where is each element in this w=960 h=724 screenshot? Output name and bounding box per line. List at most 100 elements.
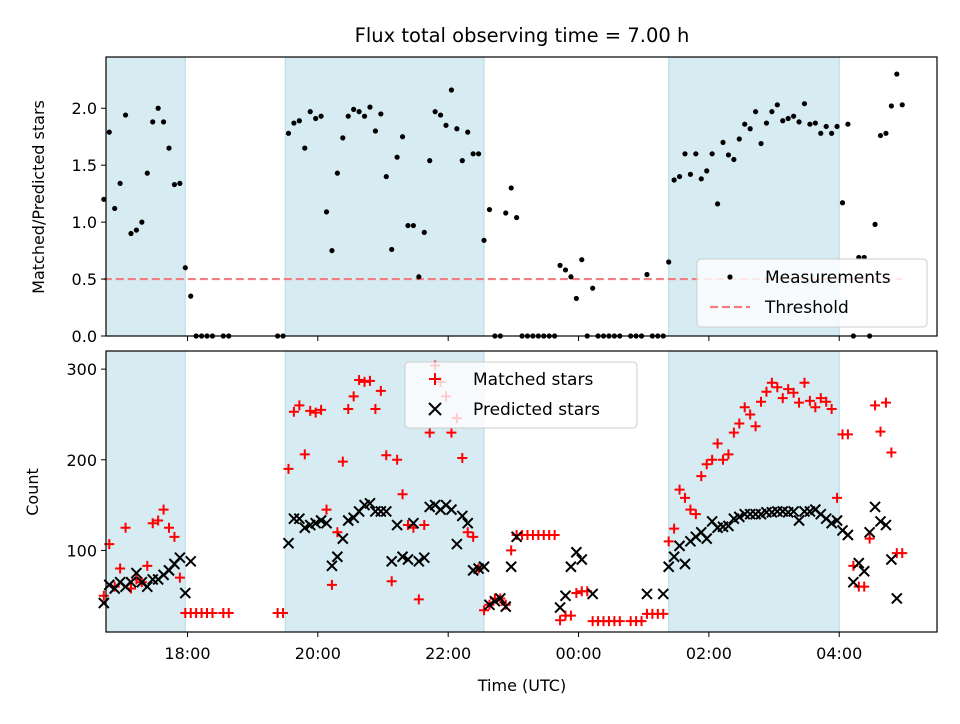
- predicted-star-point: [407, 517, 420, 529]
- measurement-point: [454, 126, 460, 132]
- measurement-point: [644, 271, 650, 278]
- measurement-point: [888, 103, 894, 109]
- measurement-point: [112, 205, 118, 212]
- matched-star-point: [343, 404, 354, 415]
- measurement-point: [845, 121, 851, 127]
- measurement-point: [421, 229, 427, 235]
- predicted-star-point: [891, 592, 903, 605]
- matched-star-point: [832, 492, 843, 503]
- matched-star-point: [153, 515, 164, 526]
- measurement-point: [769, 109, 775, 115]
- predicted-star-point: [847, 576, 860, 588]
- matched-star-point: [658, 608, 669, 619]
- matched-star-point: [120, 522, 131, 533]
- measurement-point: [101, 196, 107, 202]
- predicted-star-point: [880, 519, 892, 531]
- measurement-point: [470, 151, 476, 157]
- x-tick-label: 00:00: [555, 644, 601, 663]
- matched-star-point: [326, 579, 337, 590]
- matched-star-point: [555, 615, 566, 626]
- matched-star-point: [462, 527, 473, 538]
- measurement-point: [177, 180, 183, 187]
- predicted-star-point: [391, 519, 403, 531]
- matched-star-point: [479, 605, 490, 616]
- matched-star-point: [723, 449, 734, 460]
- measurement-point: [361, 113, 368, 119]
- matched-star-point: [424, 427, 435, 438]
- measurement-point: [785, 115, 791, 122]
- measurement-point: [144, 170, 150, 176]
- predicted-star-point: [326, 560, 338, 572]
- y-tick-label: 0.5: [72, 270, 97, 289]
- matched-star-point: [739, 402, 750, 413]
- matched-star-point: [115, 563, 126, 574]
- matched-star-point: [207, 607, 218, 618]
- matched-star-point: [734, 418, 745, 429]
- matched-star-point: [783, 384, 794, 395]
- measurement-point: [829, 130, 835, 136]
- measurement-point: [334, 170, 340, 176]
- measurement-point: [133, 227, 140, 233]
- matched-star-point: [674, 484, 685, 495]
- matched-star-point: [364, 375, 375, 386]
- predicted-star-point: [125, 576, 137, 588]
- top-y-axis-label: Matched/Predicted stars: [29, 100, 48, 294]
- measurement-point: [389, 246, 395, 253]
- predicted-star-point: [701, 532, 713, 545]
- predicted-star-point: [282, 537, 295, 549]
- chart-title: Flux total observing time = 7.00 h: [355, 24, 690, 47]
- bottom-legend: Matched stars Predicted stars: [404, 361, 638, 429]
- measurement-point: [128, 230, 134, 237]
- matched-star-point: [549, 530, 560, 541]
- shaded-band: [668, 350, 840, 633]
- predicted-star-point: [451, 538, 463, 550]
- measurement-point: [122, 112, 129, 118]
- measurement-point: [378, 111, 384, 117]
- predicted-star-point: [396, 551, 409, 563]
- predicted-star-point: [456, 510, 469, 522]
- predicted-star-point: [413, 555, 425, 568]
- measurement-point: [481, 237, 487, 243]
- matched-star-point: [799, 377, 810, 388]
- predicted-star-point: [483, 599, 496, 611]
- measurement-point: [557, 262, 563, 268]
- matched-star-point: [614, 616, 625, 627]
- matched-star-point: [174, 572, 185, 583]
- matched-star-point: [397, 489, 408, 500]
- matched-star-point: [701, 459, 712, 470]
- matched-star-point: [772, 382, 783, 393]
- measurement-point: [899, 102, 905, 108]
- measurement-point: [714, 201, 721, 207]
- matched-star-point: [332, 527, 343, 538]
- matched-star-point: [875, 426, 886, 437]
- measurement-point: [676, 173, 683, 180]
- measurement-point: [410, 222, 417, 229]
- measurement-point: [117, 180, 123, 187]
- predicted-star-point: [565, 561, 577, 573]
- measurement-point: [383, 173, 389, 180]
- predicted-star-point: [293, 512, 306, 525]
- predicted-star-point: [679, 558, 691, 570]
- predicted-star-point: [869, 501, 881, 513]
- measurement-point: [150, 119, 156, 125]
- y-tick-label: 100: [66, 541, 97, 560]
- predicted-star-point: [831, 514, 843, 527]
- axes-frame: [105, 350, 938, 633]
- y-tick-label: 0.0: [72, 327, 97, 346]
- matched-star-point: [794, 397, 805, 408]
- measurement-point: [780, 118, 786, 124]
- measurement-point: [372, 128, 378, 134]
- matched-star-point: [571, 588, 582, 599]
- measurement-point: [872, 221, 878, 227]
- matched-star-point: [169, 531, 180, 542]
- matched-star-point: [147, 518, 158, 529]
- predicted-star-point: [500, 600, 512, 613]
- predicted-star-point: [722, 520, 735, 532]
- measurement-point: [323, 209, 330, 215]
- measurement-point: [562, 267, 569, 273]
- predicted-star-point: [510, 531, 523, 543]
- measurement-point: [405, 222, 411, 229]
- measurement-point: [796, 119, 802, 125]
- matched-star-point: [864, 533, 875, 544]
- axes-frame: [105, 56, 938, 337]
